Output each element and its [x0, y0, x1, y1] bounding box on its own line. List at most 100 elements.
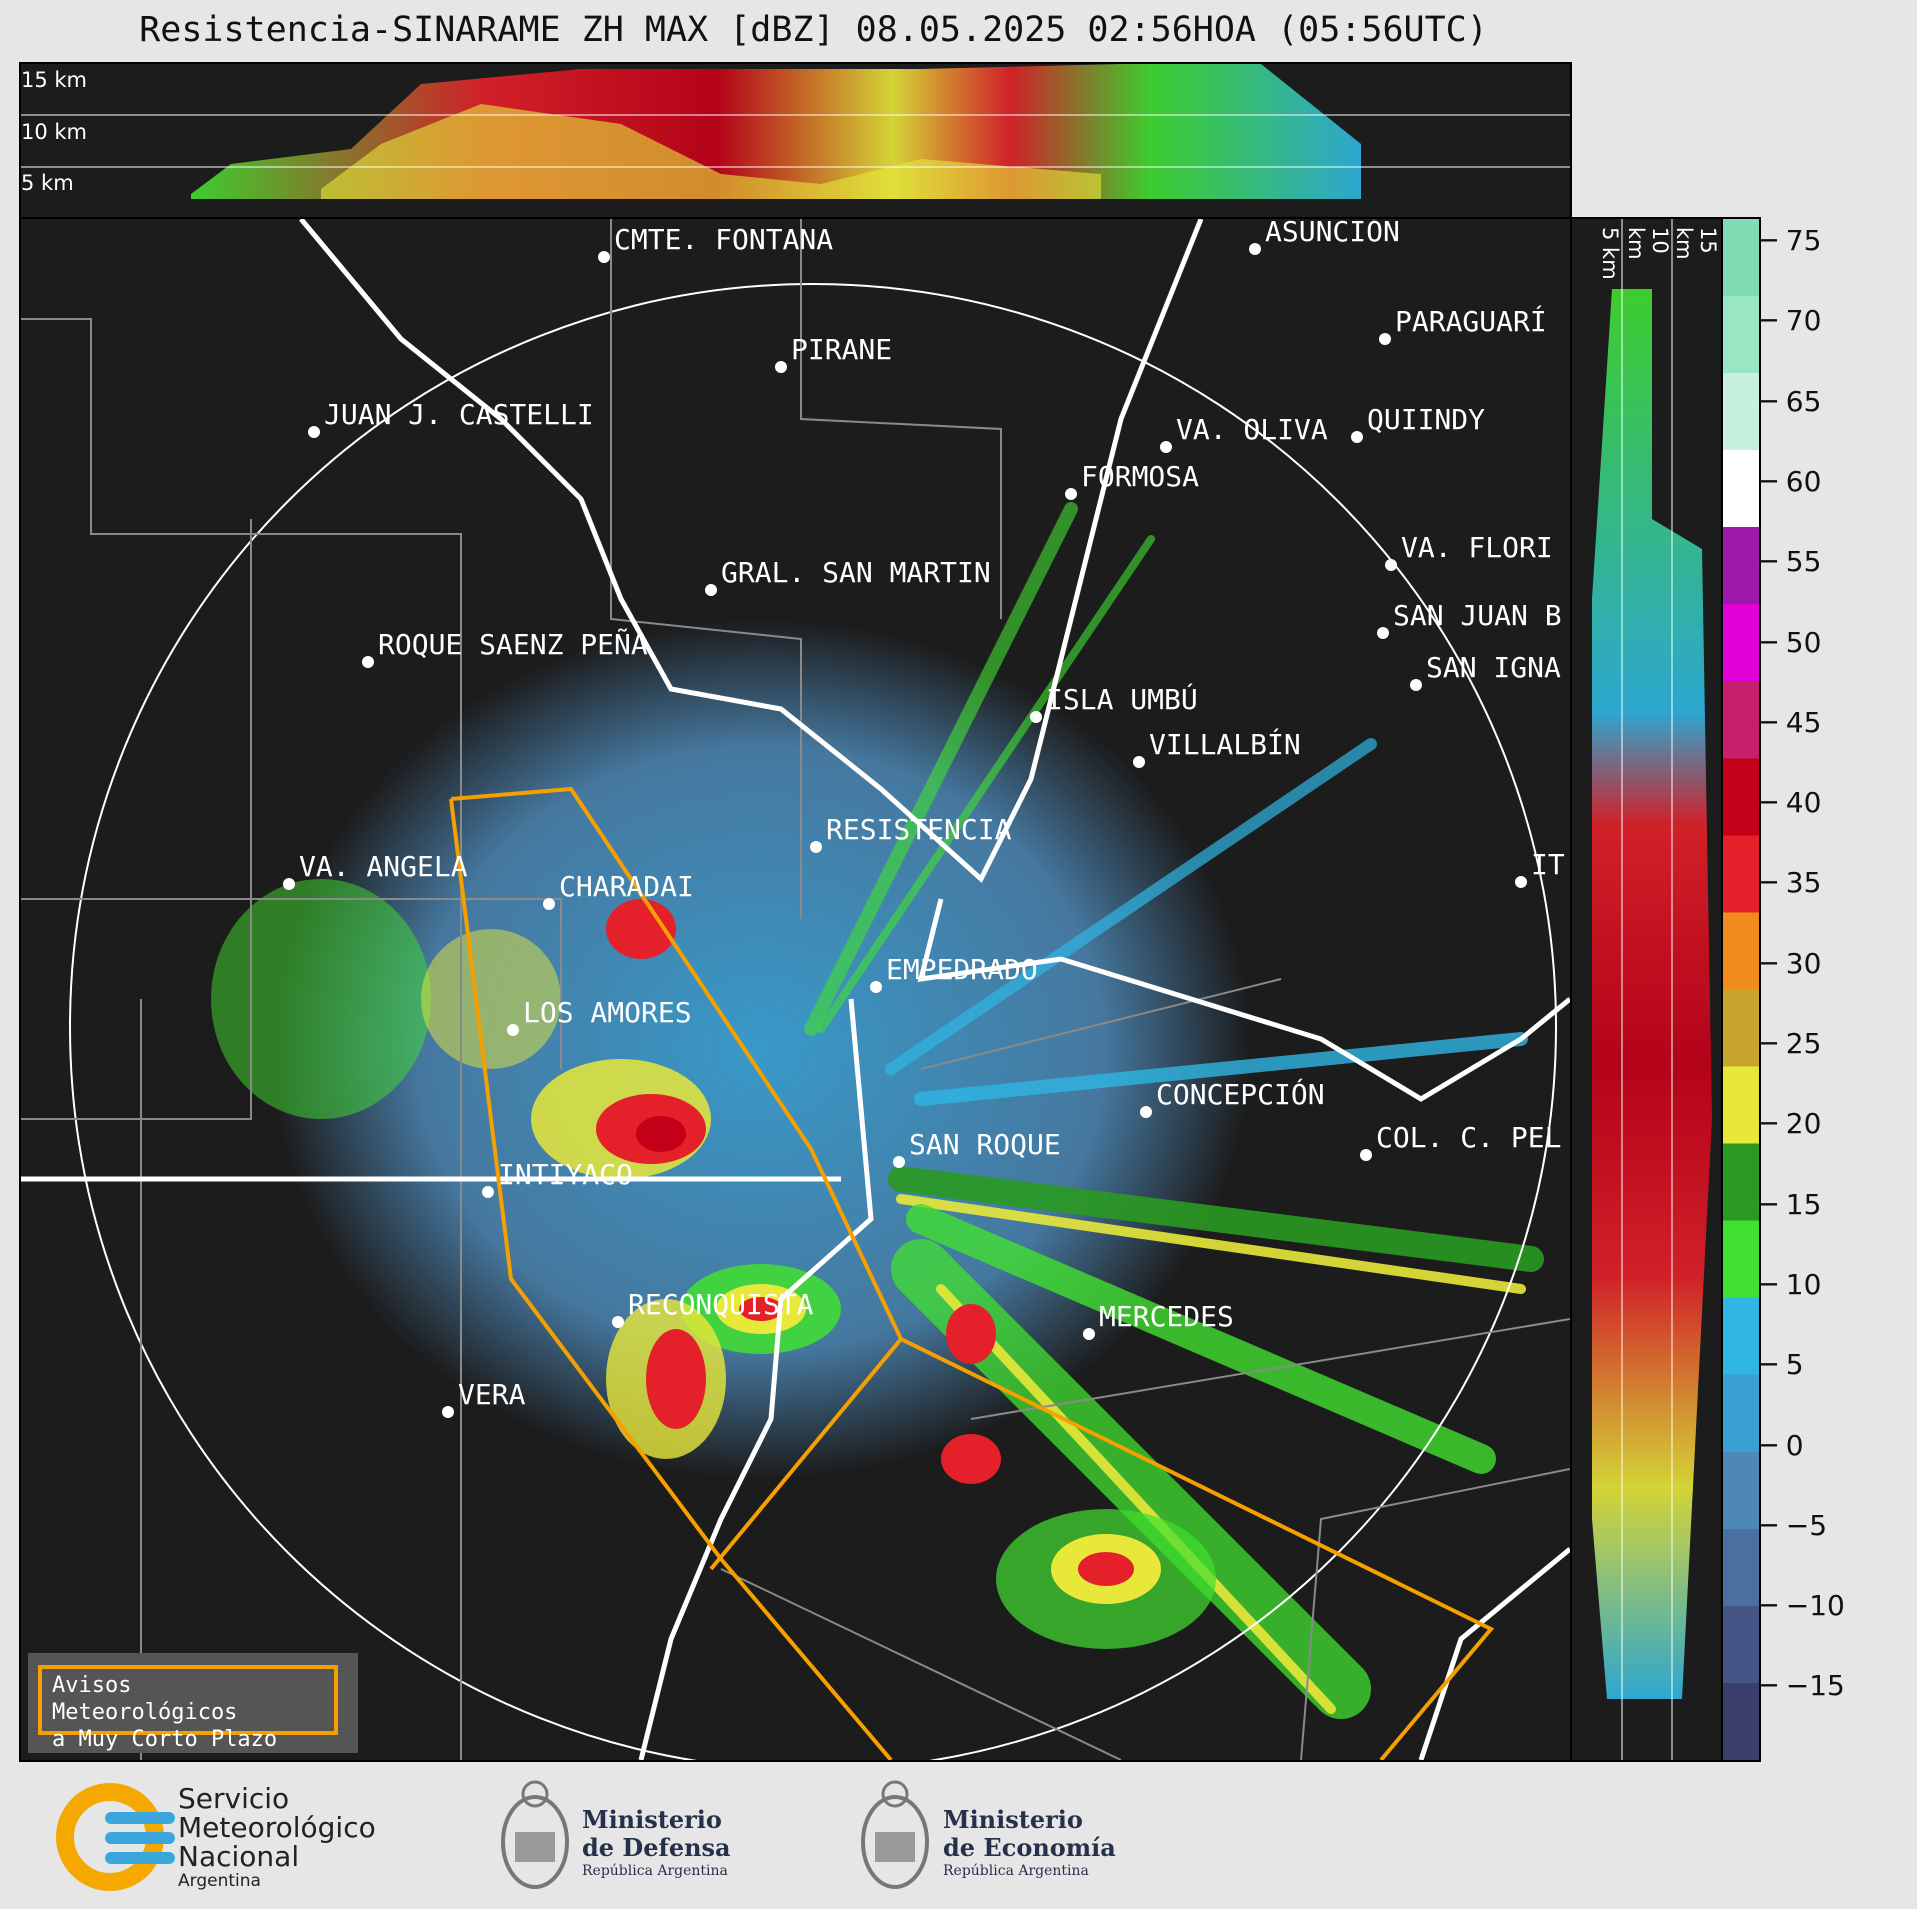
coat-of-arms-icon: [501, 1780, 569, 1889]
colorbar-tick-label: ─ 75: [1760, 224, 1822, 257]
city-dot: [1515, 876, 1527, 888]
city-dot: [1377, 627, 1389, 639]
warning-line-1: Avisos Meteorológicos: [52, 1673, 238, 1725]
city-dot: [1385, 559, 1397, 571]
city-dot: [1160, 441, 1172, 453]
city-label: EMPEDRADO: [886, 953, 1038, 986]
warning-line-2: a Muy Corto Plazo: [52, 1727, 278, 1752]
city-label: JUAN J. CASTELLI: [324, 398, 594, 431]
city-dot: [308, 426, 320, 438]
page-title: Resistencia-SINARAME ZH MAX [dBZ] 08.05.…: [139, 10, 1488, 50]
department-borders: [21, 219, 1570, 1760]
colorbar-tick-label: ─ 10: [1760, 1267, 1822, 1301]
city-label: CONCEPCIÓN: [1156, 1077, 1325, 1111]
top-echo-core: [321, 104, 1101, 199]
city-label: PARAGUARÍ: [1395, 304, 1547, 338]
colorbar-tick-label: ─ 50: [1760, 625, 1822, 659]
city-dot: [612, 1316, 624, 1328]
city-dot: [1351, 431, 1363, 443]
warning-legend-frame: Avisos Meteorológicos a Muy Corto Plazo: [38, 1665, 338, 1752]
coat-of-arms-icon: [861, 1780, 929, 1889]
city-label: VA. OLIVA: [1176, 413, 1328, 446]
city-dot: [482, 1186, 494, 1198]
top-cross-section: 15 km 10 km 5 km: [19, 62, 1572, 219]
city-dot: [775, 361, 787, 373]
city-dot: [1379, 333, 1391, 345]
colorbar-tick-label: ─ 60: [1760, 464, 1822, 498]
top-level-5km: 5 km: [21, 171, 74, 195]
smn-logo-icon: [56, 1783, 175, 1891]
colorbar-tick-label: ─ 5: [1760, 1348, 1804, 1382]
city-label: QUIINDY: [1367, 403, 1485, 436]
city-label: PIRANE: [791, 333, 892, 366]
side-level-5km: 5 km: [1598, 227, 1622, 280]
city-label: SAN JUAN B: [1393, 599, 1562, 632]
rivers: [21, 219, 1570, 1760]
colorbar-tick-label: ─ 25: [1760, 1027, 1822, 1060]
city-label: IT: [1531, 848, 1565, 881]
warning-legend: Avisos Meteorológicos a Muy Corto Plazo: [28, 1653, 358, 1753]
side-level-15km: 15 km: [1672, 227, 1720, 260]
city-dot: [893, 1156, 905, 1168]
colorbar-tick-label: ─ 70: [1760, 304, 1822, 338]
city-dot: [1360, 1149, 1372, 1161]
colorbar-tick-label: ─ −5: [1760, 1508, 1828, 1542]
city-dot: [543, 898, 555, 910]
colorbar-tick-label: ─ 15: [1760, 1187, 1822, 1221]
colorbar-tick-label: ─ 35: [1760, 866, 1822, 900]
city-label: RECONQUISTA: [628, 1288, 814, 1321]
colorbar-tick-label: ─ 40: [1760, 786, 1822, 820]
footer: Servicio Meteorológico Nacional Argentin…: [0, 1762, 1917, 1909]
city-label: SAN IGNA: [1426, 651, 1561, 684]
city-label: FORMOSA: [1081, 460, 1199, 493]
colorbar-tick-label: ─ 45: [1760, 705, 1822, 739]
city-dot: [598, 251, 610, 263]
city-dot: [1030, 711, 1042, 723]
colorbar-tick-label: ─ −10: [1760, 1589, 1845, 1623]
city-label: CHARADAI: [559, 870, 694, 903]
city-label: ROQUE SAENZ PEÑA: [378, 627, 648, 661]
city-label: ASUNCIÓN: [1265, 219, 1400, 248]
colorbar-tick-label: ─ 65: [1760, 384, 1822, 418]
city-label: MERCEDES: [1099, 1300, 1234, 1333]
city-dot: [705, 584, 717, 596]
range-ring: [69, 283, 1557, 1760]
side-echo-envelope: [1592, 289, 1712, 1699]
city-label: VA. ANGELA: [299, 850, 468, 883]
city-label: VERA: [458, 1378, 526, 1411]
city-label: INTIYACO: [498, 1158, 633, 1191]
colorbar-tick-label: ─ 20: [1760, 1107, 1822, 1141]
city-label: GRAL. SAN MARTIN: [721, 556, 991, 589]
colorbar-tick-label: ─ 0: [1760, 1428, 1804, 1462]
city-dot: [507, 1024, 519, 1036]
city-label: CMTE. FONTANA: [614, 223, 833, 256]
city-label: COL. C. PEL: [1376, 1121, 1561, 1154]
city-label: VA. FLORI: [1401, 531, 1553, 564]
city-dot: [283, 878, 295, 890]
side-level-10km: 10 km: [1624, 227, 1672, 260]
city-dot: [870, 981, 882, 993]
city-dot: [810, 841, 822, 853]
colorbar: [1721, 217, 1761, 1762]
city-label: RESISTENCIA: [826, 813, 1012, 846]
city-dot: [1410, 679, 1422, 691]
city-dot: [1249, 243, 1261, 255]
side-cross-section: 5 km 10 km 15 km: [1570, 217, 1724, 1762]
city-label: SAN ROQUE: [909, 1128, 1061, 1161]
city-dot: [442, 1406, 454, 1418]
city-dot: [1133, 756, 1145, 768]
defensa-name: Ministerio de Defensa República Argentin…: [582, 1805, 731, 1880]
city-label: VILLALBÍN: [1149, 727, 1301, 761]
radar-map: CMTE. FONTANA ASUNCIÓN PARAGUARÍ PIRANE JUAN…: [19, 217, 1572, 1762]
colorbar-tick-label: ─ −15: [1760, 1669, 1845, 1703]
city-markers: CMTE. FONTANA ASUNCIÓN PARAGUARÍ PIRANE JUAN…: [283, 219, 1565, 1418]
top-level-15km: 15 km: [21, 68, 88, 92]
warning-polygon: [449, 786, 1495, 1760]
city-dot: [1065, 488, 1077, 500]
city-dot: [1140, 1106, 1152, 1118]
colorbar-tick-label: ─ 55: [1760, 545, 1822, 579]
colorbar-tick-label: ─ 30: [1760, 946, 1822, 980]
smn-name: Servicio Meteorológico Nacional Argentin…: [178, 1782, 376, 1891]
city-label: LOS AMORES: [523, 996, 692, 1029]
city-dot: [362, 656, 374, 668]
